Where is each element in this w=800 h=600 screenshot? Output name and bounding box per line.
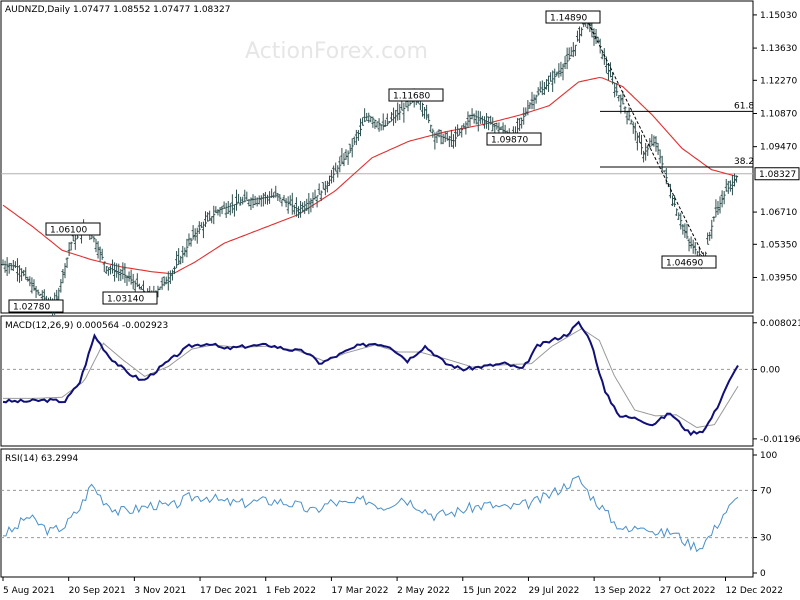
price-axis-label: 1.06710 — [760, 208, 797, 218]
rsi-panel — [0, 448, 754, 578]
x-axis-label: 13 Sep 2022 — [594, 586, 651, 596]
fib-level-label: 61.8 — [734, 101, 754, 111]
fib-level-label: 38.2 — [734, 157, 754, 167]
annotation-label: 1.02780 — [13, 303, 50, 313]
annotation-box — [486, 132, 542, 146]
rsi-line — [3, 475, 739, 553]
price-axis-label: 1.15030 — [760, 11, 797, 21]
x-axis-label: 12 Dec 2022 — [726, 586, 784, 596]
annotation-box — [388, 88, 444, 102]
rsi-axis-label: 0 — [760, 569, 766, 579]
price-panel — [0, 0, 754, 314]
macd-panel — [0, 315, 754, 447]
trend-line — [585, 17, 707, 261]
macd-axis-label: -0.011962 — [760, 435, 800, 445]
macd-axis-label: 0.008021 — [760, 319, 800, 329]
price-axis-label: 1.09470 — [760, 143, 797, 153]
x-axis-label: 5 Aug 2021 — [3, 586, 55, 596]
annotation-box — [661, 255, 717, 269]
annotation-label: 1.06100 — [50, 226, 87, 236]
x-axis-label: 1 Feb 2022 — [266, 586, 316, 596]
annotation-label: 1.03140 — [107, 295, 144, 305]
price-axis-label: 1.12270 — [760, 76, 797, 86]
annotation-box — [545, 10, 601, 24]
macd-line — [2, 320, 739, 437]
price-axis-label: 1.05350 — [760, 240, 797, 250]
rsi-axis-label: 30 — [760, 534, 772, 544]
macd-signal-line — [3, 328, 739, 429]
macd-axis-label: 0.00 — [760, 365, 780, 375]
watermark: ActionForex.com — [245, 39, 428, 64]
rsi-axis-label: 70 — [760, 486, 772, 496]
price-axis-label: 1.10870 — [760, 109, 797, 119]
annotation-label: 1.09870 — [491, 136, 528, 146]
annotation-box — [45, 222, 101, 236]
x-axis-label: 3 Nov 2021 — [134, 586, 186, 596]
current-price-label: 1.08327 — [759, 170, 796, 180]
x-axis-label: 29 Jul 2022 — [528, 586, 579, 596]
macd-header: MACD(12,26,9) 0.000564 -0.002923 — [5, 321, 168, 331]
x-axis-label: 15 Jun 2022 — [463, 586, 517, 596]
annotation-label: 1.14890 — [550, 14, 587, 24]
current-price-box — [754, 167, 800, 181]
price-axis-label: 1.13630 — [760, 44, 797, 54]
price-header: AUDNZD,Daily 1.07477 1.08552 1.07477 1.0… — [5, 5, 230, 15]
x-axis-label: 27 Oct 2022 — [660, 586, 716, 596]
rsi-header: RSI(14) 63.2994 — [5, 454, 78, 464]
rsi-axis-label: 100 — [760, 451, 777, 461]
x-axis-label: 17 Mar 2022 — [331, 586, 388, 596]
moving-average-line — [2, 76, 739, 275]
price-axis-label: 1.03950 — [760, 273, 797, 283]
annotation-box — [102, 291, 158, 305]
x-axis-label: 17 Dec 2021 — [200, 586, 258, 596]
annotation-box — [8, 299, 64, 313]
annotation-label: 1.04690 — [666, 259, 703, 269]
x-axis-label: 20 Sep 2021 — [69, 586, 126, 596]
annotation-label: 1.11680 — [393, 92, 430, 102]
x-axis-label: 2 May 2022 — [397, 586, 450, 596]
